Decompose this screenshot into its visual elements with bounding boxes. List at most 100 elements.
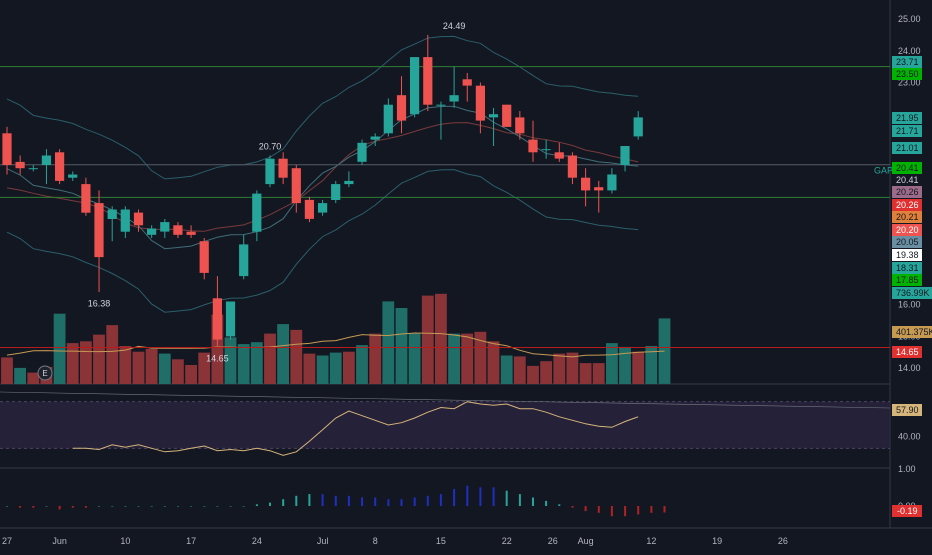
time-tick-label: 26 — [548, 536, 558, 546]
price-label-box — [892, 236, 922, 248]
price-label-box — [892, 174, 922, 186]
macd-histogram-bar — [255, 504, 258, 506]
candle-body — [278, 158, 288, 178]
candle-body — [291, 168, 301, 204]
candle-body — [147, 228, 157, 235]
candle-body — [265, 158, 275, 185]
candle-body — [28, 168, 38, 170]
volume-bar — [435, 293, 447, 385]
time-tick-label: Aug — [578, 536, 594, 546]
volume-bar — [448, 333, 460, 384]
macd-histogram-bar — [334, 495, 337, 506]
macd-histogram-bar — [150, 506, 153, 507]
volume-bar — [172, 359, 184, 384]
candle-body — [225, 301, 236, 337]
time-tick-label: Jun — [52, 536, 67, 546]
candle-body — [541, 149, 551, 151]
macd-histogram-bar — [58, 506, 61, 510]
price-axis[interactable]: 25.0024.0023.0016.0015.0014.0023.7123.50… — [892, 14, 932, 517]
macd-histogram-bar — [98, 506, 100, 507]
rsi-value-box — [892, 404, 922, 416]
macd-histogram-bar — [505, 490, 508, 506]
price-annotation: 20.70 — [259, 142, 282, 152]
volume-bar — [579, 363, 592, 384]
candle-body — [502, 104, 512, 127]
time-tick-label: 27 — [2, 536, 12, 546]
time-tick-label: 17 — [186, 536, 196, 546]
macd-histogram-bar — [71, 506, 74, 508]
price-label: 21.95 — [896, 113, 919, 123]
price-label: 18.31 — [896, 263, 919, 273]
macd-histogram-bar — [624, 506, 627, 517]
candle-body — [475, 85, 485, 121]
macd-histogram-bar — [466, 485, 469, 506]
price-label-box — [892, 326, 932, 338]
price-tick-label: 23.00 — [898, 78, 921, 88]
volume-bar — [1, 357, 13, 384]
macd-histogram-bar — [163, 506, 166, 507]
time-tick-label: 24 — [252, 536, 262, 546]
indicator-bands — [6, 35, 639, 313]
macd-histogram-bar — [518, 494, 521, 506]
price-label-box — [892, 162, 922, 174]
price-label: 23.50 — [896, 69, 919, 79]
upper-band — [6, 35, 639, 180]
volume-bar — [93, 334, 105, 384]
price-tick-label: 16.00 — [898, 300, 921, 310]
macd-histogram-bar — [32, 506, 35, 508]
macd-histogram-bar — [361, 497, 364, 506]
rsi-band — [0, 401, 890, 449]
price-tick-label: 25.00 — [898, 14, 921, 24]
price-label: 23.71 — [896, 57, 919, 67]
price-label: 21.01 — [896, 143, 919, 153]
price-label-box — [892, 262, 922, 274]
macd-histogram-bar — [597, 506, 600, 513]
macd-histogram-bar — [229, 506, 232, 507]
candle-body — [436, 104, 446, 106]
volume-bar — [316, 355, 329, 384]
rsi-trendline — [0, 391, 891, 409]
time-axis[interactable]: 27 Jun 10 17 24 Jul 8 15 22 26 Aug 12 19 26 — [2, 536, 788, 546]
macd-histogram-bar — [203, 506, 206, 507]
macd-histogram-bar — [439, 494, 442, 506]
volume-bar — [224, 337, 237, 384]
volume-bar — [487, 341, 500, 385]
macd-histogram-bar — [374, 497, 377, 506]
candle-body — [633, 117, 643, 137]
volume-bar — [14, 367, 26, 385]
volume-bar — [250, 342, 263, 384]
macd-histogram-bar — [84, 506, 87, 508]
macd-histogram-bar — [637, 506, 640, 515]
price-label-box — [892, 186, 922, 198]
macd-histogram-bar — [321, 494, 324, 506]
candle-body — [370, 136, 380, 140]
volume-bar — [343, 351, 355, 384]
volume-bar — [303, 353, 316, 384]
candle-body — [133, 212, 144, 226]
candle-body — [81, 184, 91, 213]
volume-bar — [513, 356, 526, 384]
macd-histogram-bar — [479, 487, 482, 506]
volume-bar — [606, 343, 618, 384]
time-tick-label: 10 — [120, 536, 130, 546]
time-tick-label: Jul — [317, 536, 329, 546]
lower-band — [6, 169, 639, 313]
candle-body — [620, 146, 630, 165]
volume-bar — [527, 365, 539, 384]
price-annotation: 16.38 — [88, 299, 111, 309]
volume-bar — [198, 352, 211, 384]
rsi-value-label: 57.90 — [896, 405, 919, 415]
macd-histogram-bar — [19, 506, 22, 508]
price-label-box — [892, 224, 922, 236]
price-label: 20.41 — [896, 175, 919, 185]
macd-histogram-bar — [558, 504, 561, 506]
macd-value-box — [892, 505, 922, 517]
volume-bar — [632, 351, 645, 384]
volume-bar — [421, 295, 434, 384]
candle-body — [186, 231, 196, 235]
macd-histogram-bar — [663, 506, 666, 513]
volume-bar — [119, 346, 132, 384]
candle-body — [383, 104, 393, 134]
